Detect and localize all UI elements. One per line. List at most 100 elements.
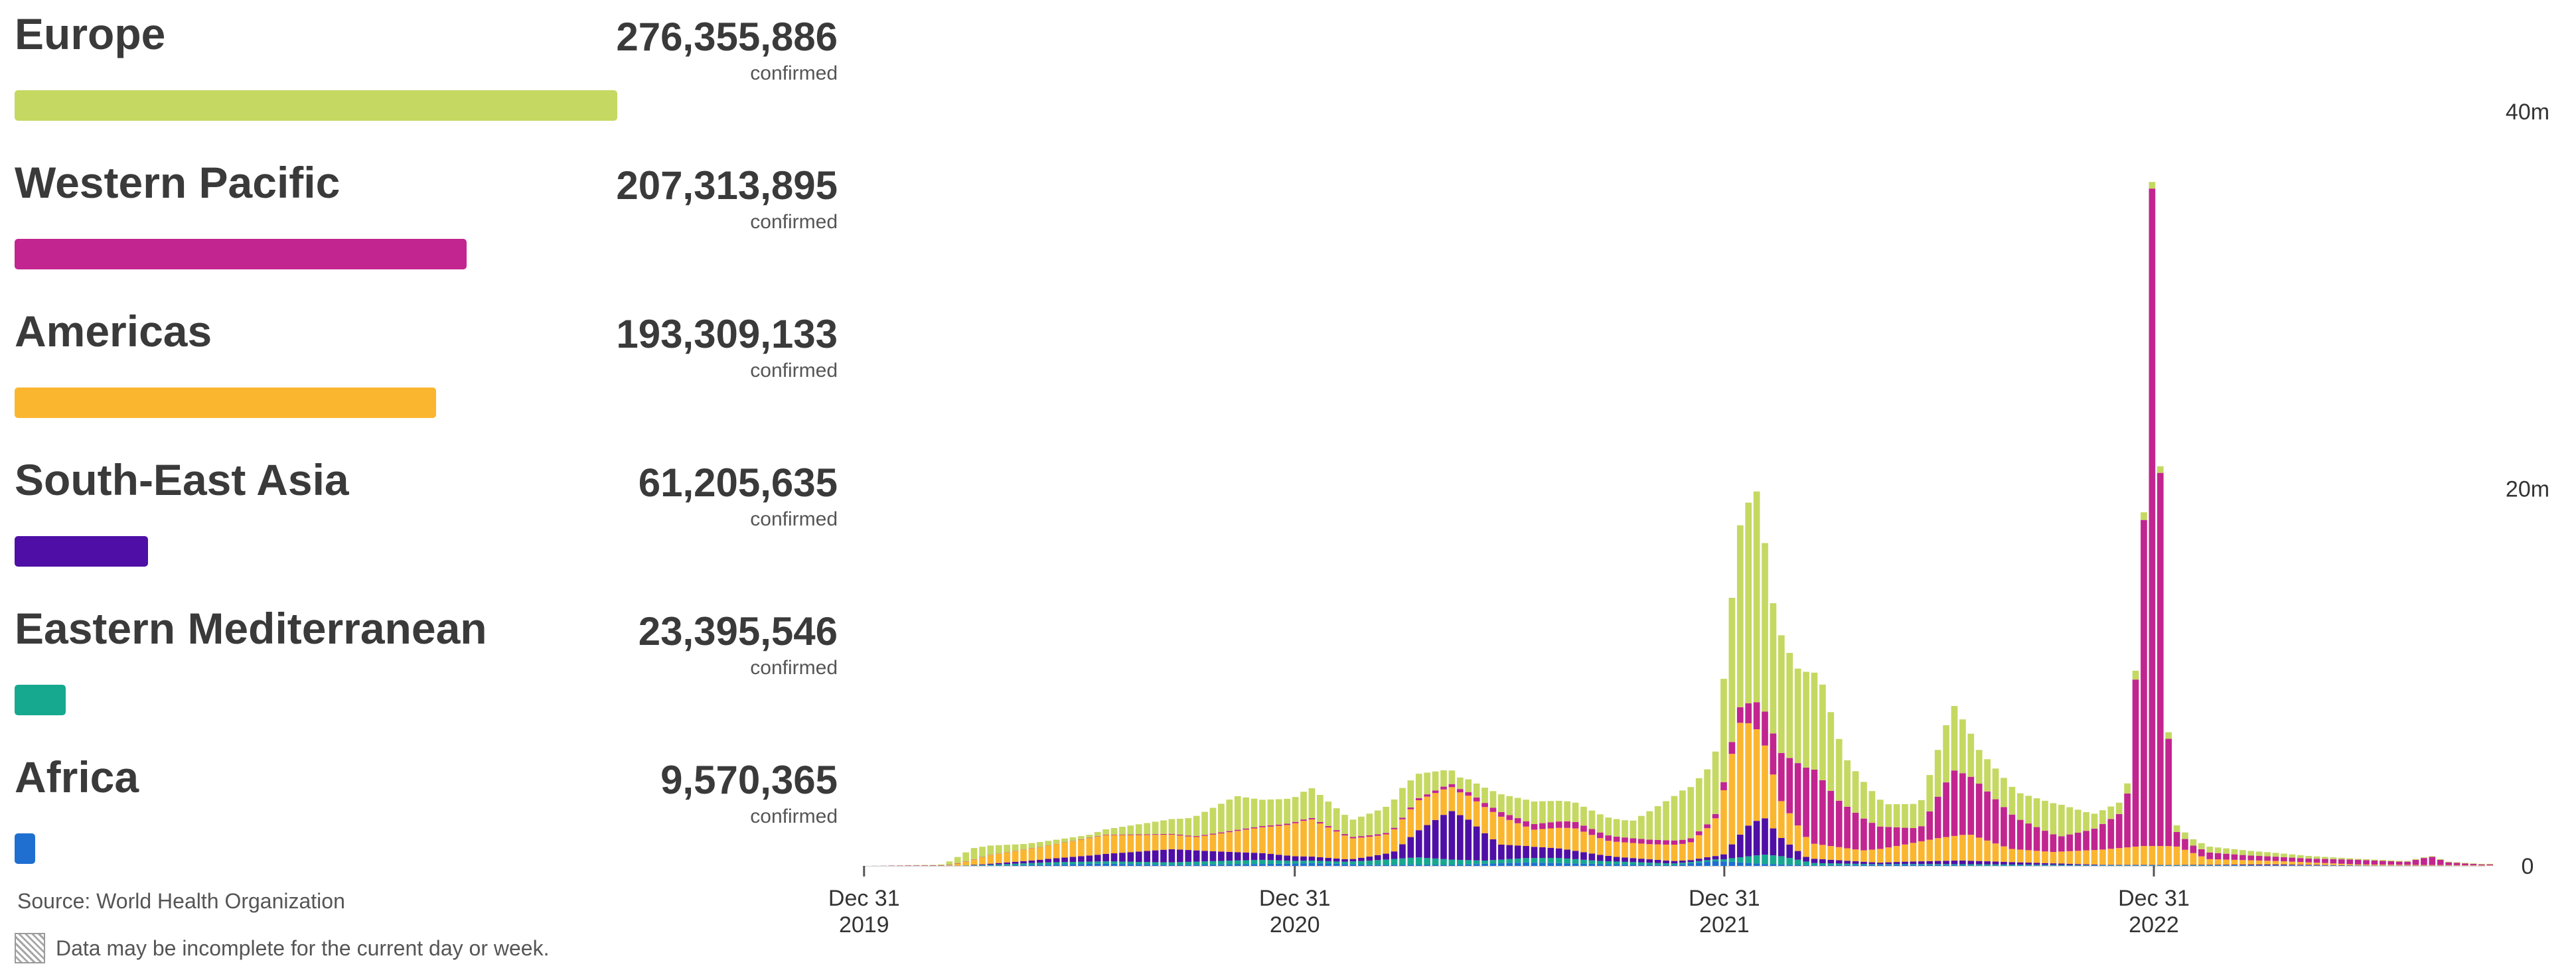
bar-segment-south-east-asia-week-61[interactable] [1366, 856, 1373, 861]
bar-segment-south-east-asia-week-55[interactable] [1316, 857, 1324, 861]
bar-segment-americas-week-20[interactable] [1028, 848, 1035, 861]
bar-segment-africa-week-75[interactable] [1481, 863, 1488, 866]
bar-segment-western-pacific-week-137[interactable] [1992, 799, 1999, 844]
bar-segment-africa-week-105[interactable] [1728, 861, 1736, 866]
bar-segment-eastern-mediterranean-week-94[interactable] [1638, 862, 1645, 865]
bar-segment-europe-week-77[interactable] [1498, 794, 1505, 812]
bar-segment-eastern-mediterranean-week-147[interactable] [2074, 865, 2082, 866]
bar-segment-europe-week-30[interactable] [1110, 827, 1118, 835]
bar-segment-europe-week-79[interactable] [1514, 798, 1521, 819]
bar-segment-western-pacific-week-159[interactable] [2173, 831, 2180, 847]
bar-segment-south-east-asia-week-67[interactable] [1415, 830, 1422, 858]
bar-segment-europe-week-113[interactable] [1794, 668, 1801, 764]
bar-segment-africa-week-158[interactable] [2165, 865, 2172, 866]
bar-segment-americas-week-191[interactable] [2437, 865, 2444, 866]
bar-segment-europe-week-29[interactable] [1102, 829, 1109, 835]
bar-segment-americas-week-71[interactable] [1448, 787, 1456, 811]
bar-segment-africa-week-24[interactable] [1061, 864, 1068, 866]
bar-segment-americas-week-154[interactable] [2132, 846, 2139, 865]
bar-segment-americas-week-41[interactable] [1201, 835, 1208, 851]
bar-segment-americas-week-98[interactable] [1671, 845, 1678, 861]
bar-segment-americas-week-111[interactable] [1778, 801, 1785, 838]
bar-segment-americas-week-143[interactable] [2042, 851, 2048, 863]
bar-segment-western-pacific-week-34[interactable] [1144, 834, 1151, 835]
bar-segment-south-east-asia-week-66[interactable] [1407, 837, 1414, 858]
bar-segment-western-pacific-week-153[interactable] [2124, 793, 2131, 848]
bar-segment-eastern-mediterranean-week-77[interactable] [1498, 859, 1505, 864]
region-row-americas[interactable]: Americas 193,309,133 confirmed [15, 309, 838, 455]
bar-segment-americas-week-103[interactable] [1712, 818, 1719, 857]
bar-segment-americas-week-158[interactable] [2165, 846, 2172, 865]
bar-segment-eastern-mediterranean-week-46[interactable] [1243, 860, 1249, 865]
bar-segment-americas-week-77[interactable] [1498, 816, 1505, 845]
bar-segment-africa-week-103[interactable] [1712, 861, 1719, 866]
bar-segment-eastern-mediterranean-week-30[interactable] [1110, 861, 1118, 864]
bar-segment-eastern-mediterranean-week-80[interactable] [1523, 858, 1529, 863]
bar-segment-africa-week-47[interactable] [1250, 864, 1258, 866]
bar-segment-south-east-asia-week-57[interactable] [1333, 859, 1340, 862]
bar-segment-eastern-mediterranean-week-38[interactable] [1176, 862, 1183, 865]
bar-segment-americas-week-155[interactable] [2141, 846, 2147, 865]
bar-segment-africa-week-92[interactable] [1622, 864, 1628, 866]
bar-segment-americas-week-88[interactable] [1588, 835, 1596, 854]
bar-segment-africa-week-113[interactable] [1794, 865, 1801, 866]
bar-segment-africa-week-89[interactable] [1596, 864, 1604, 866]
bar-segment-western-pacific-week-166[interactable] [2231, 854, 2238, 860]
bar-segment-africa-week-119[interactable] [1844, 865, 1851, 866]
bar-segment-western-pacific-week-105[interactable] [1728, 742, 1736, 754]
bar-segment-western-pacific-week-122[interactable] [1868, 823, 1876, 850]
bar-segment-western-pacific-week-142[interactable] [2033, 827, 2040, 851]
bar-segment-western-pacific-week-97[interactable] [1663, 840, 1669, 845]
bar-segment-europe-week-137[interactable] [1992, 768, 1999, 800]
bar-segment-south-east-asia-week-31[interactable] [1119, 853, 1126, 862]
bar-segment-americas-week-121[interactable] [1860, 850, 1867, 862]
bar-segment-americas-week-115[interactable] [1811, 843, 1818, 859]
bar-segment-western-pacific-week-183[interactable] [2371, 860, 2378, 865]
bar-segment-eastern-mediterranean-week-154[interactable] [2132, 865, 2139, 866]
bar-segment-western-pacific-week-175[interactable] [2305, 858, 2312, 863]
bar-segment-americas-week-85[interactable] [1564, 827, 1570, 850]
bar-segment-europe-week-58[interactable] [1341, 815, 1348, 835]
bar-segment-americas-week-133[interactable] [1959, 835, 1966, 861]
bar-segment-europe-week-109[interactable] [1762, 543, 1768, 712]
bar-segment-americas-week-165[interactable] [2223, 859, 2230, 865]
bar-segment-eastern-mediterranean-week-53[interactable] [1300, 861, 1307, 864]
bar-segment-americas-week-126[interactable] [1902, 844, 1908, 862]
bar-segment-south-east-asia-week-15[interactable] [987, 863, 994, 865]
bar-segment-africa-week-140[interactable] [2016, 865, 2024, 866]
bar-segment-south-east-asia-week-79[interactable] [1514, 845, 1521, 859]
bar-segment-western-pacific-week-65[interactable] [1399, 817, 1406, 819]
bar-segment-americas-week-87[interactable] [1580, 831, 1587, 853]
bar-segment-eastern-mediterranean-week-16[interactable] [995, 864, 1002, 866]
bar-segment-africa-week-37[interactable] [1168, 865, 1175, 866]
bar-segment-africa-week-18[interactable] [1012, 865, 1019, 866]
bar-segment-americas-week-168[interactable] [2247, 860, 2255, 865]
bar-segment-eastern-mediterranean-week-163[interactable] [2206, 865, 2214, 866]
bar-segment-eastern-mediterranean-week-24[interactable] [1061, 862, 1068, 865]
bar-segment-americas-week-151[interactable] [2107, 849, 2115, 865]
bar-segment-europe-week-177[interactable] [2322, 857, 2328, 859]
bar-segment-europe-week-57[interactable] [1333, 808, 1340, 831]
bar-segment-europe-week-100[interactable] [1687, 787, 1695, 839]
bar-segment-europe-week-27[interactable] [1086, 835, 1093, 838]
bar-segment-western-pacific-week-184[interactable] [2380, 861, 2386, 865]
bar-segment-americas-week-96[interactable] [1654, 844, 1661, 860]
bar-segment-europe-week-37[interactable] [1168, 819, 1175, 834]
bar-segment-americas-week-14[interactable] [979, 857, 986, 865]
bar-segment-africa-week-28[interactable] [1094, 863, 1101, 866]
bar-segment-south-east-asia-week-47[interactable] [1250, 853, 1258, 861]
bar-segment-western-pacific-week-64[interactable] [1391, 827, 1398, 829]
bar-segment-western-pacific-week-152[interactable] [2115, 813, 2123, 849]
bar-segment-africa-week-87[interactable] [1580, 863, 1587, 866]
bar-segment-americas-week-131[interactable] [1943, 837, 1949, 861]
bar-segment-south-east-asia-week-43[interactable] [1218, 851, 1225, 861]
bar-segment-western-pacific-week-119[interactable] [1844, 806, 1851, 849]
bar-segment-eastern-mediterranean-week-83[interactable] [1547, 857, 1554, 863]
bar-segment-americas-week-148[interactable] [2083, 850, 2089, 865]
bar-segment-europe-week-189[interactable] [2421, 857, 2427, 859]
bar-segment-africa-week-133[interactable] [1959, 865, 1966, 866]
bar-segment-western-pacific-week-91[interactable] [1613, 836, 1620, 842]
bar-segment-south-east-asia-week-72[interactable] [1456, 815, 1464, 860]
bar-segment-europe-week-39[interactable] [1185, 818, 1192, 836]
bar-segment-americas-week-162[interactable] [2198, 856, 2205, 865]
